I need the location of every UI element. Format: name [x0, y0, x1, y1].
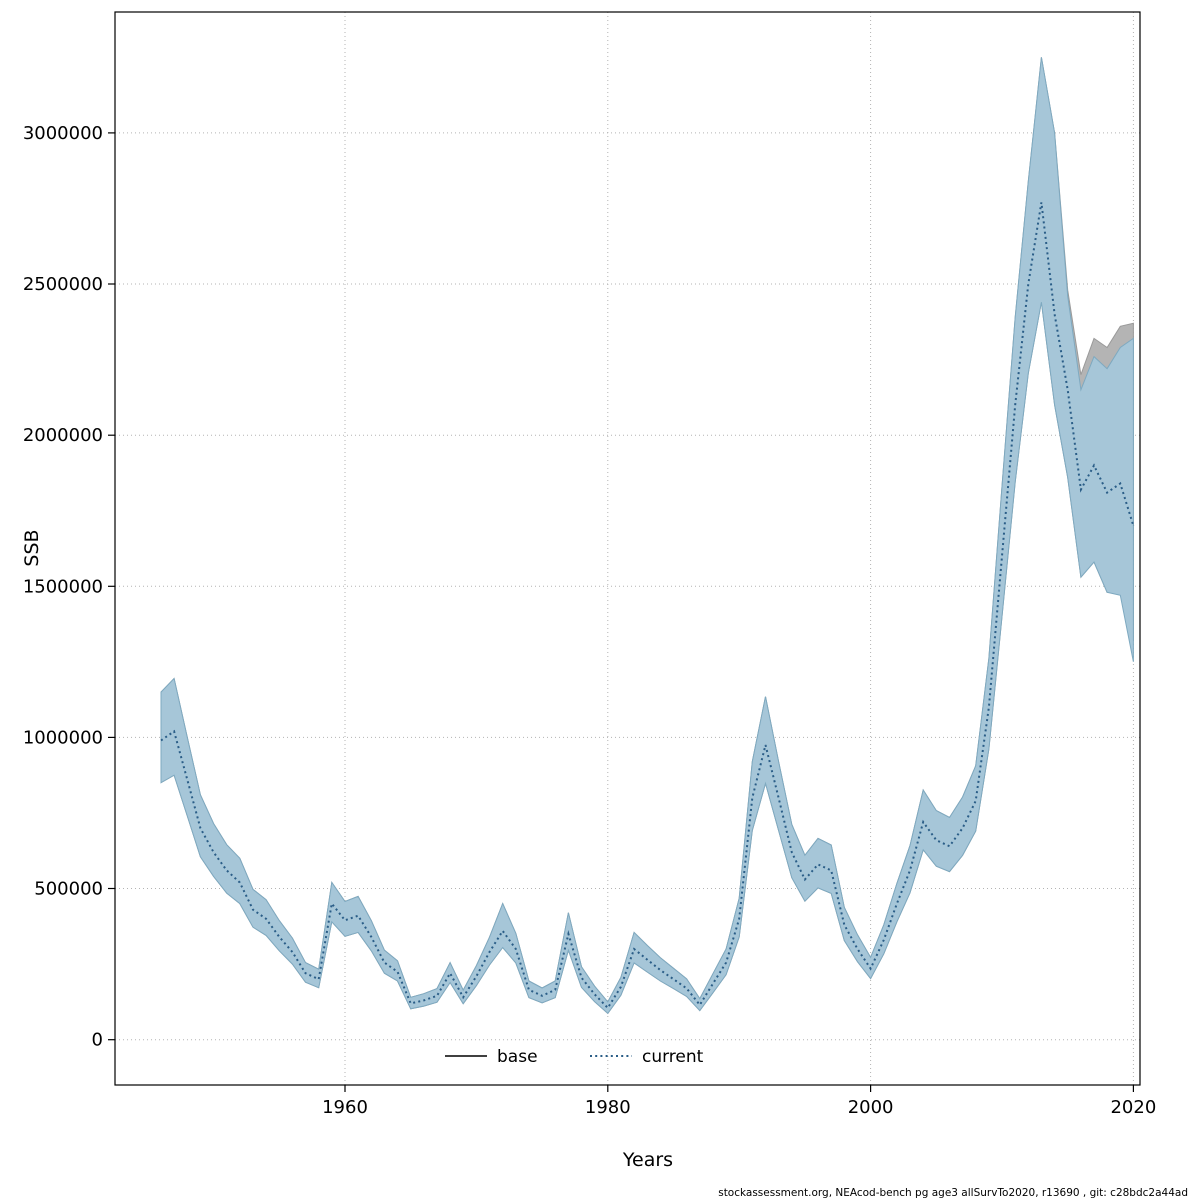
base-confidence-band [160, 57, 1134, 1015]
current-line [160, 202, 1135, 1010]
base-line [160, 202, 1135, 1010]
y-tick-label: 0 [92, 1030, 103, 1051]
y-axis-label: SSB [21, 529, 43, 566]
x-tick-label: 1980 [585, 1097, 631, 1118]
current-confidence-band [160, 57, 1134, 1015]
legend-current-label: current [642, 1047, 704, 1067]
y-tick-label: 500000 [34, 879, 103, 900]
plot-area: 0 500000 1000000 1500000 2000000 2500000 30000… [23, 11, 1156, 1118]
y-tick-label: 2000000 [23, 425, 103, 446]
x-tick-label: 2020 [1110, 1097, 1156, 1118]
x-tick-label: 2000 [848, 1097, 894, 1118]
y-tick-label: 1500000 [23, 576, 103, 597]
footer-annotation: stockassessment.org, NEAcod-bench pg age… [718, 1187, 1188, 1199]
plot-border [114, 11, 1141, 1086]
y-tick-label: 1000000 [23, 727, 103, 748]
y-tick-label: 2500000 [23, 274, 103, 295]
x-axis-label: Years [622, 1149, 673, 1171]
y-tick-label: 3000000 [23, 123, 103, 144]
legend-base-label: base [497, 1047, 538, 1067]
x-tick-label: 1960 [322, 1097, 368, 1118]
legend: base current [445, 1047, 704, 1067]
